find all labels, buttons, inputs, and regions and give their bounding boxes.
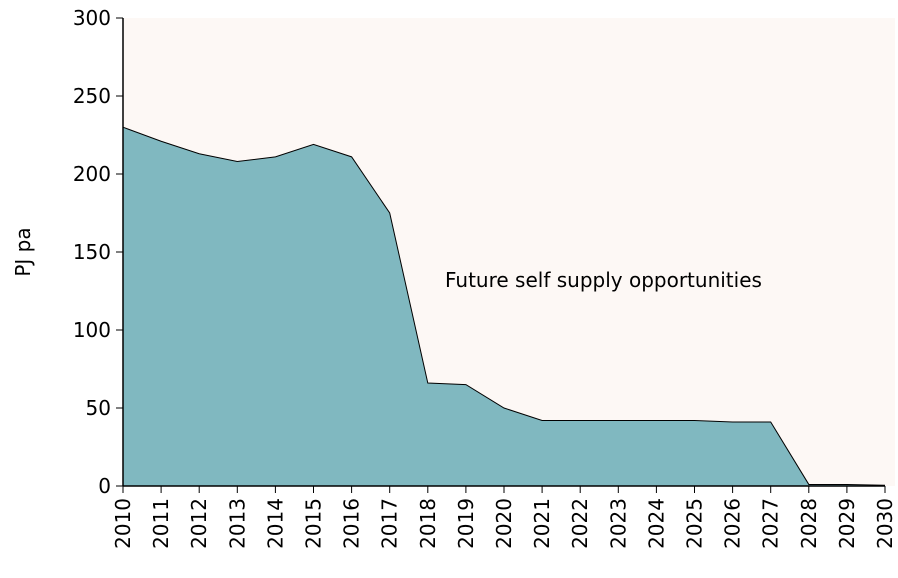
x-tick-label: 2030: [873, 498, 897, 549]
x-tick-label: 2023: [606, 498, 630, 549]
x-tick-label: 2016: [340, 498, 364, 549]
x-tick-label: 2019: [454, 498, 478, 549]
y-tick-label: 100: [73, 318, 111, 342]
x-tick-label: 2025: [683, 498, 707, 549]
y-tick-label: 150: [73, 240, 111, 264]
x-tick-label: 2011: [149, 498, 173, 549]
x-tick-label: 2018: [416, 498, 440, 549]
x-tick-label: 2020: [492, 498, 516, 549]
x-tick-label: 2015: [302, 498, 326, 549]
y-tick-label: 300: [73, 6, 111, 30]
x-tick-label: 2026: [721, 498, 745, 549]
x-tick-label: 2010: [111, 498, 135, 549]
y-axis-label: PJ pa: [11, 227, 35, 276]
x-tick-label: 2021: [530, 498, 554, 549]
area: [123, 127, 885, 486]
x-tick-label: 2027: [759, 498, 783, 549]
x-tick-label: 2022: [568, 498, 592, 549]
x-tick-label: 2024: [644, 498, 668, 549]
x-tick-label: 2012: [187, 498, 211, 549]
x-tick-label: 2029: [835, 498, 859, 549]
x-tick-label: 2028: [797, 498, 821, 549]
x-tick-label: 2017: [378, 498, 402, 549]
x-tick-label: 2013: [225, 498, 249, 549]
annotation: Future self supply opportunities: [445, 268, 762, 292]
y-tick-label: 200: [73, 162, 111, 186]
y-tick-label: 250: [73, 84, 111, 108]
area-outline: [122, 126, 886, 486]
y-tick-label: 50: [86, 396, 111, 420]
x-tick-label: 2014: [263, 498, 287, 549]
y-tick-label: 0: [98, 474, 111, 498]
